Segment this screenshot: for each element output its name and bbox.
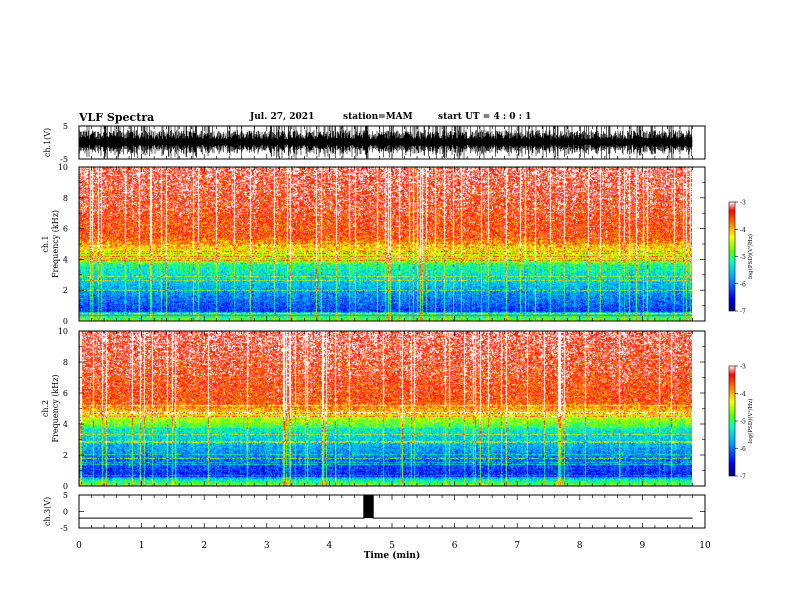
- ch1-colorbar-label: log(PSD)(V²/Hz): [747, 234, 754, 279]
- time-tick-label: 3: [264, 541, 270, 551]
- ch1-spectrogram-frame-xticks: [78, 167, 706, 321]
- ch2-frequency-ylabel: Frequency (kHz): [51, 374, 60, 442]
- start-time-label: start UT = 4 : 0 : 1: [438, 112, 532, 122]
- ch3-ytick-label: 0: [63, 508, 68, 517]
- ch1-waveform-frame-xticks: [78, 126, 706, 159]
- ch1-freq-tick-label: 6: [63, 225, 68, 234]
- ch2-spectrogram-image: [79, 331, 692, 486]
- ch1-colorbar-tick-label: -6: [740, 281, 746, 288]
- ch3-ytick-label: 5: [63, 491, 68, 500]
- ch2-freq-tick-label: 2: [63, 451, 68, 460]
- ch3-waveform-trace: [79, 494, 693, 519]
- ch1-freq-tick-label: 10: [58, 163, 68, 172]
- time-tick-label: 5: [389, 541, 395, 551]
- ch3-waveform-frame-xticks: [78, 495, 706, 528]
- time-tick-label: 9: [640, 541, 646, 551]
- ch2-colorbar: [728, 365, 736, 477]
- ch2-spectrogram-frame-xticks: [78, 331, 706, 486]
- ch2-colorbar-tick-label: -7: [740, 474, 746, 481]
- time-tick-label: 7: [514, 541, 520, 551]
- ch1-colorbar: [728, 201, 736, 312]
- ch1-colorbar-tick-label: -5: [740, 254, 746, 261]
- ch2-freq-tick-label: 0: [63, 482, 68, 491]
- time-tick-label: 2: [201, 541, 207, 551]
- ch1-spectrogram-image: [79, 167, 692, 321]
- ch1-ytick-label: -5: [60, 155, 68, 164]
- time-tick-label: 0: [76, 541, 82, 551]
- time-tick-label: 10: [699, 541, 711, 551]
- ch1-waveform-trace: [78, 126, 693, 159]
- ch2-colorbar-tick-label: -5: [740, 419, 746, 426]
- ch2-freq-tick-label: 4: [63, 420, 68, 429]
- ch1-colorbar-tick-label: -4: [740, 227, 746, 234]
- station-label: station=MAM: [343, 112, 413, 122]
- ch2-colorbar-label: log(PSD)(V²/Hz): [747, 399, 754, 444]
- time-xlabel: Time (min): [364, 550, 421, 561]
- time-tick-label: 6: [452, 541, 458, 551]
- ch2-colorbar-tick-label: -4: [740, 391, 746, 398]
- ch1-freq-tick-label: 4: [63, 255, 68, 264]
- ch3-pulse: [363, 495, 374, 519]
- time-tick-label: 1: [139, 541, 145, 551]
- ch1-waveform-ylabel: ch.1(V): [43, 128, 52, 157]
- ch2-freq-tick-label: 8: [63, 358, 68, 367]
- ch1-freq-tick-label: 8: [63, 194, 68, 203]
- figure-title: VLF Spectra: [79, 111, 155, 124]
- ch1-channel-label: ch.1: [41, 235, 50, 252]
- ch3-ytick-label: -5: [60, 524, 68, 533]
- date-label: Jul. 27, 2021: [250, 112, 315, 122]
- ch1-colorbar-tick-label: -7: [740, 309, 746, 316]
- ch2-colorbar-tick-label: -3: [740, 364, 746, 371]
- ch1-freq-tick-label: 0: [63, 317, 68, 326]
- ch1-ytick-label: 5: [63, 122, 68, 131]
- ch2-freq-tick-label: 6: [63, 389, 68, 398]
- ch3-waveform-ylabel: ch.3(V): [43, 497, 52, 526]
- time-tick-label: 4: [327, 541, 333, 551]
- ch1-freq-tick-label: 2: [63, 286, 68, 295]
- ch1-frequency-ylabel: Frequency (kHz): [51, 210, 60, 278]
- time-tick-label: 8: [577, 541, 583, 551]
- ch2-channel-label: ch.2: [41, 400, 50, 417]
- ch2-colorbar-tick-label: -6: [740, 446, 746, 453]
- ch2-freq-tick-label: 10: [58, 327, 68, 336]
- ch1-colorbar-tick-label: -3: [740, 200, 746, 207]
